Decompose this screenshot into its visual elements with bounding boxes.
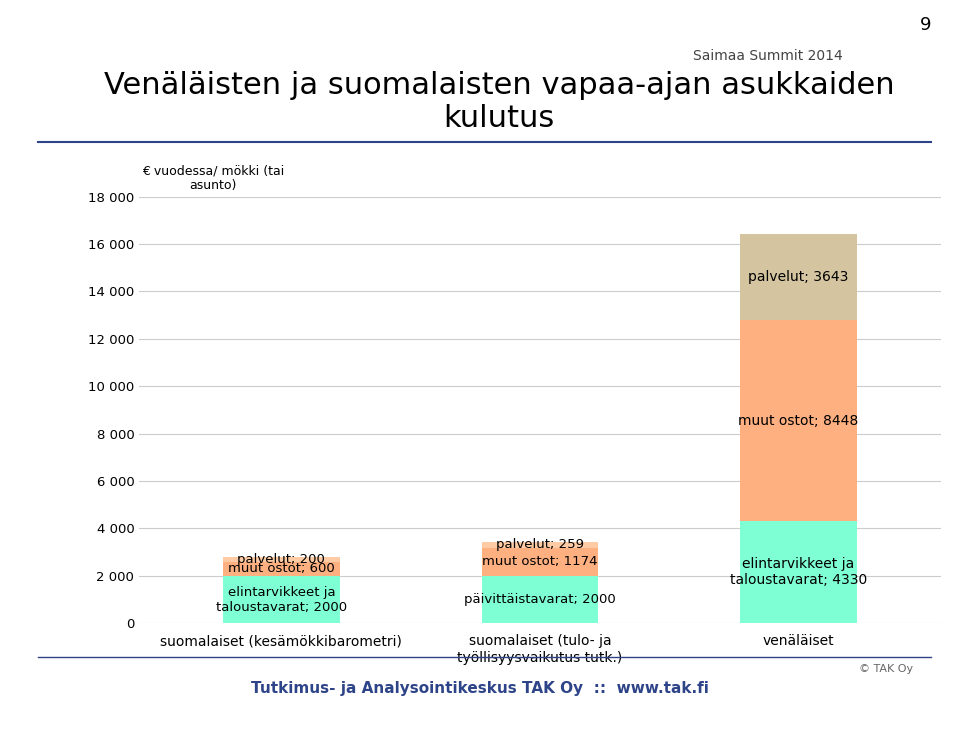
Bar [740, 321, 856, 521]
Text: palvelut; 259: palvelut; 259 [496, 539, 584, 551]
Text: muut ostot; 1174: muut ostot; 1174 [482, 556, 598, 568]
Bar [482, 542, 598, 548]
Text: © TAK Oy: © TAK Oy [859, 664, 913, 674]
Bar [482, 548, 598, 576]
Text: palvelut; 200: palvelut; 200 [237, 553, 325, 566]
Bar [482, 576, 598, 623]
Text: päivittäistavarat; 2000: päivittäistavarat; 2000 [464, 593, 616, 606]
Text: kulutus: kulutus [444, 104, 555, 134]
Bar [740, 234, 856, 321]
Text: Saimaa Summit 2014: Saimaa Summit 2014 [693, 49, 843, 62]
Text: 9: 9 [920, 16, 931, 34]
Bar [224, 562, 340, 576]
Text: elintarvikkeet ja
taloustavarat; 4330: elintarvikkeet ja taloustavarat; 4330 [730, 556, 867, 587]
Bar [740, 521, 856, 623]
Text: muut ostot; 8448: muut ostot; 8448 [738, 413, 858, 427]
Bar [224, 576, 340, 623]
Text: Venäläisten ja suomalaisten vapaa-ajan asukkaiden: Venäläisten ja suomalaisten vapaa-ajan a… [104, 70, 895, 100]
Text: elintarvikkeet ja
taloustavarat; 2000: elintarvikkeet ja taloustavarat; 2000 [216, 585, 347, 614]
Bar [224, 557, 340, 562]
Text: palvelut; 3643: palvelut; 3643 [749, 270, 849, 284]
Text: muut ostot; 600: muut ostot; 600 [228, 562, 335, 575]
Text: Tutkimus- ja Analysointikeskus TAK Oy  ::  www.tak.fi: Tutkimus- ja Analysointikeskus TAK Oy ::… [252, 681, 708, 696]
Text: € vuodessa/ mökki (tai
asunto): € vuodessa/ mökki (tai asunto) [142, 165, 284, 192]
